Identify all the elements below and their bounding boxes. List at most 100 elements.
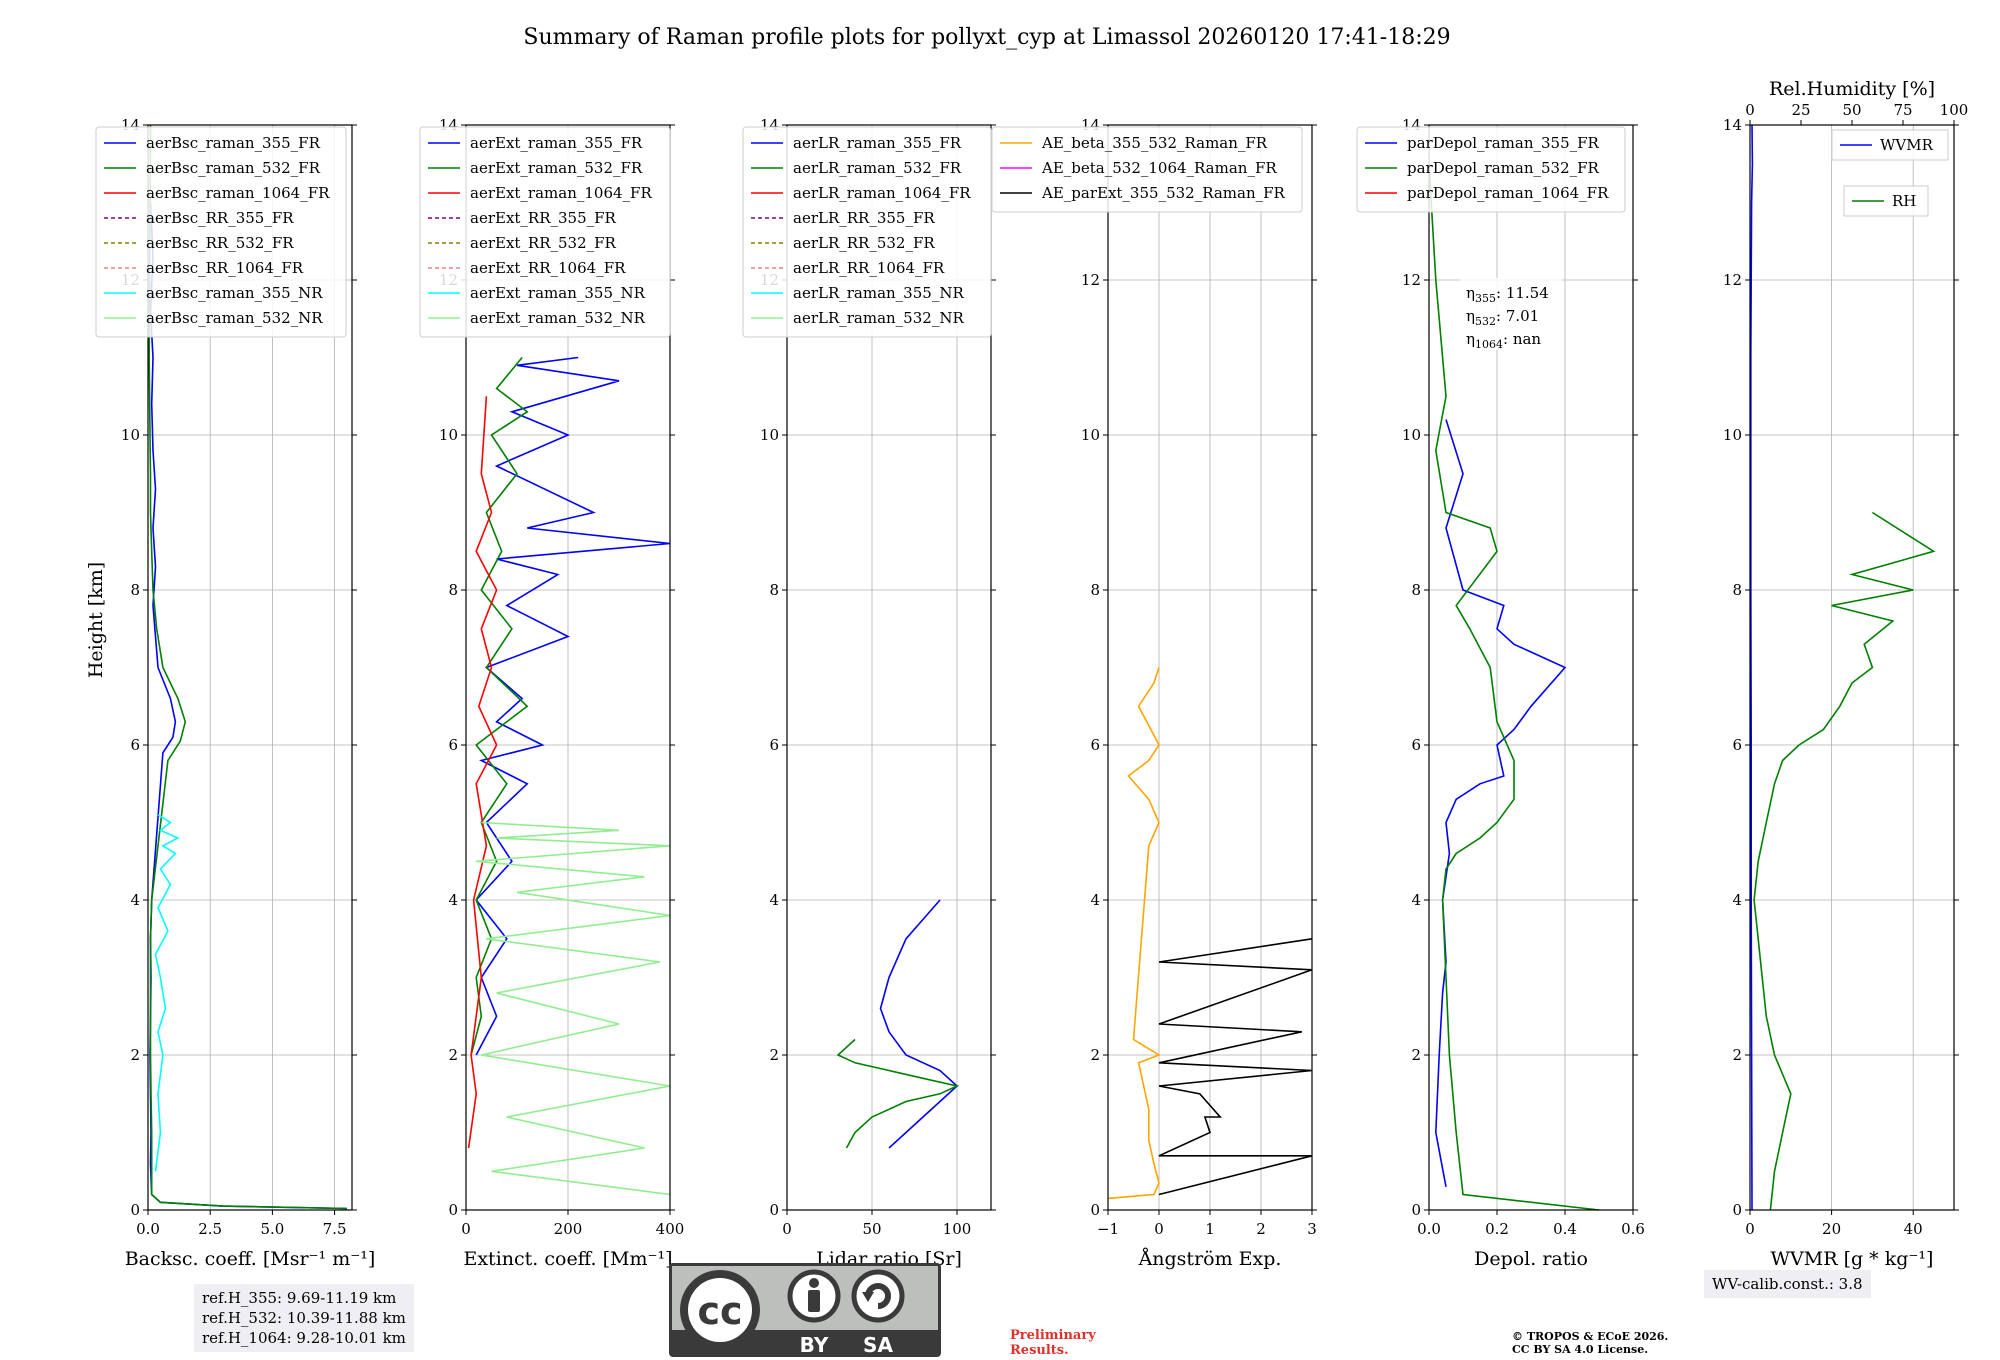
legend-label: aerExt_raman_355_NR (470, 284, 646, 302)
wv-calibration-constant: WV-calib.const.: 3.8 (1712, 1275, 1863, 1293)
top-x-tick-label: 50 (1842, 101, 1861, 119)
legend-label: parDepol_raman_1064_FR (1407, 184, 1609, 202)
wv-calibration-box: WV-calib.const.: 3.8 (1704, 1270, 1871, 1298)
top-x-tick-label: 75 (1893, 101, 1912, 119)
legend-label: aerLR_RR_532_FR (793, 234, 935, 252)
legend-label: RH (1892, 192, 1916, 210)
y-tick-label: 6 (1411, 736, 1421, 754)
y-tick-label: 2 (769, 1046, 779, 1064)
figure-title: Summary of Raman profile plots for polly… (523, 25, 1450, 50)
legend-label: aerExt_RR_532_FR (470, 234, 617, 252)
x-tick-label: −1 (1097, 1220, 1119, 1238)
legend-label: aerBsc_RR_355_FR (146, 209, 294, 227)
preliminary-line-2: Results. (1010, 1343, 1069, 1358)
y-tick-label: 2 (448, 1046, 458, 1064)
reference-heights-box: ref.H_355: 9.69-11.19 km ref.H_532: 10.3… (194, 1284, 414, 1352)
legend-label: aerExt_raman_532_FR (470, 159, 643, 177)
x-tick-label: 5.0 (260, 1220, 284, 1238)
by-text: BY (800, 1333, 829, 1357)
y-tick-label: 10 (121, 426, 140, 444)
x-tick-label: 0 (1745, 1220, 1755, 1238)
y-tick-label: 0 (1411, 1201, 1421, 1219)
legend-label: aerBsc_raman_532_NR (146, 309, 323, 327)
eta-annotation-1064: η1064: nan (1466, 330, 1541, 351)
x-axis-label: Extinct. coeff. [Mm⁻¹] (463, 1248, 672, 1270)
series-aerExt_raman_532_FR (470, 356, 529, 1056)
y-tick-label: 10 (1723, 426, 1742, 444)
y-tick-label: 8 (130, 581, 140, 599)
y-tick-label: 12 (1402, 271, 1421, 289)
y-tick-label: 2 (1732, 1046, 1742, 1064)
copyright-line-1: © TROPOS & ECoE 2026. (1512, 1330, 1669, 1343)
axes-frame (786, 124, 992, 1211)
panel-wv: 0 20 40 0 2 4 6 8 10 12 14 WVMR [g * kg⁻¹] 0 25 50 75 10… (1723, 78, 1968, 1270)
legend-box (95, 126, 347, 338)
x-tick-label: 400 (656, 1220, 685, 1238)
y-tick-label: 4 (448, 891, 458, 909)
legend-label: aerLR_raman_532_NR (793, 309, 964, 327)
x-tick-label: 0.6 (1621, 1220, 1645, 1238)
x-tick-label: 0 (782, 1220, 792, 1238)
legend-label: aerExt_raman_532_NR (470, 309, 646, 327)
x-tick-label: 7.5 (323, 1220, 347, 1238)
x-axis-label: Ångström Exp. (1138, 1248, 1282, 1270)
panel-lr: 05010002468101214Lidar ratio [Sr]aerLR_r… (742, 116, 996, 1270)
y-tick-label: 8 (448, 581, 458, 599)
y-tick-label: 0 (130, 1201, 140, 1219)
y-tick-label: 14 (1723, 116, 1742, 134)
legend-label: aerExt_raman_1064_FR (470, 184, 652, 202)
x-tick-label: 200 (554, 1220, 583, 1238)
ref-height-1064: ref.H_1064: 9.28-10.01 km (202, 1329, 406, 1347)
sa-text: SA (863, 1333, 893, 1357)
cc-circle-icon (688, 1278, 752, 1342)
series-parDepol_raman_532_FR (1428, 163, 1600, 1211)
eta-annotation-355: η355: 11.54 (1466, 284, 1549, 305)
x-tick-label: 0.4 (1553, 1220, 1577, 1238)
x-tick-label: 0 (461, 1220, 471, 1238)
x-tick-label: 40 (1904, 1220, 1923, 1238)
panel-ext: 020040002468101214Extinct. coeff. [Mm⁻¹]… (419, 116, 685, 1270)
y-tick-label: 4 (130, 891, 140, 909)
x-tick-label: 2 (1256, 1220, 1266, 1238)
legend-label: aerBsc_RR_532_FR (146, 234, 294, 252)
x-tick-label: 0.0 (136, 1220, 160, 1238)
legend-label: aerLR_raman_1064_FR (793, 184, 971, 202)
x-tick-label: 20 (1822, 1220, 1841, 1238)
legend-label: AE_parExt_355_532_Raman_FR (1041, 184, 1286, 202)
cc-text: cc (697, 1289, 742, 1333)
x-tick-label: 0 (1154, 1220, 1164, 1238)
x-tick-label: 3 (1307, 1220, 1317, 1238)
y-axis-label: Height [km] (85, 562, 107, 678)
legend-box (742, 126, 992, 338)
top-x-axis-label: Rel.Humidity [%] (1769, 78, 1935, 100)
x-tick-label: 100 (943, 1220, 972, 1238)
eta-annotation-box (1460, 278, 1562, 350)
x-tick-label: 50 (862, 1220, 881, 1238)
y-tick-label: 2 (1090, 1046, 1100, 1064)
cc-by-sa-license-badge: cc BY SA (669, 1263, 941, 1357)
y-tick-label: 0 (1090, 1201, 1100, 1219)
legend-label: aerExt_RR_1064_FR (470, 259, 626, 277)
series-aerExt_raman_532_NR (476, 821, 671, 1196)
y-tick-label: 2 (130, 1046, 140, 1064)
eta-annotation-532: η532: 7.01 (1466, 307, 1539, 328)
y-tick-label: 8 (1090, 581, 1100, 599)
y-tick-label: 6 (1732, 736, 1742, 754)
y-tick-label: 4 (1411, 891, 1421, 909)
legend-label: aerLR_RR_355_FR (793, 209, 935, 227)
legend-label: aerLR_raman_355_FR (793, 134, 962, 152)
x-axis-label: Depol. ratio (1474, 1248, 1588, 1270)
y-tick-label: 12 (1723, 271, 1742, 289)
legend-label: aerLR_RR_1064_FR (793, 259, 945, 277)
legend-label: AE_beta_355_532_Raman_FR (1041, 134, 1268, 152)
copyright-note: © TROPOS & ECoE 2026. CC BY SA 4.0 Licen… (1512, 1330, 1668, 1356)
x-tick-label: 2.5 (198, 1220, 222, 1238)
series-aerBsc_raman_355_FR (149, 202, 348, 1210)
x-axis-label: WVMR [g * kg⁻¹] (1771, 1248, 1934, 1270)
series-aerExt_raman_355_FR (475, 356, 671, 1056)
legend-label: aerBsc_raman_532_FR (146, 159, 321, 177)
y-tick-label: 12 (1081, 271, 1100, 289)
legend-label: WVMR (1880, 136, 1934, 154)
